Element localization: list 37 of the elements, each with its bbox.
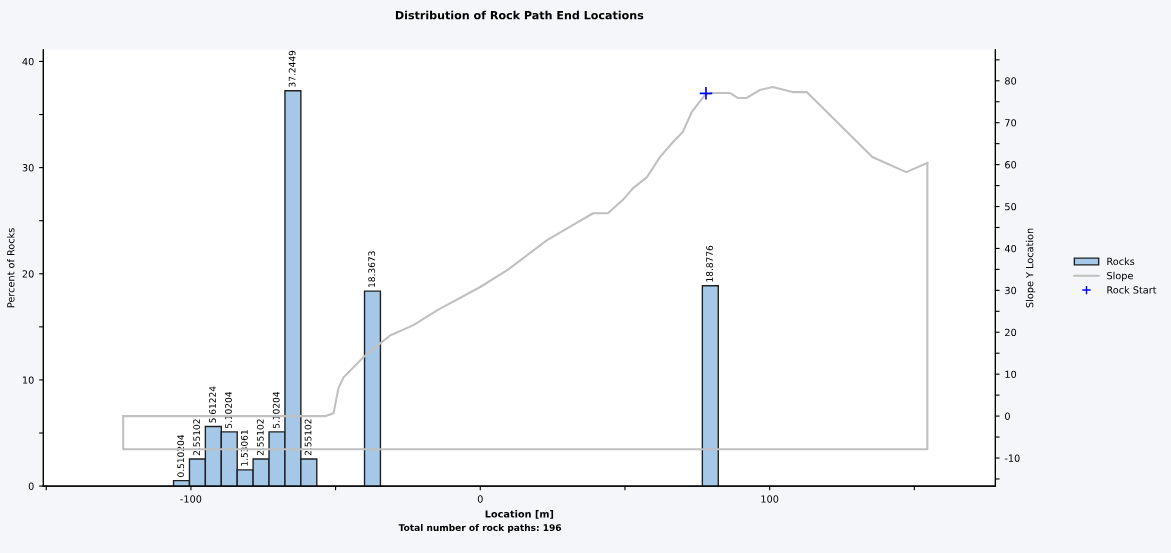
y-tick-label: 30 xyxy=(22,164,34,172)
y2-tick-label: 40 xyxy=(1004,244,1017,253)
text: Total number of rock paths: 196 xyxy=(398,524,562,533)
data-label: 5.61224 xyxy=(209,386,216,423)
y2-tick-label: 80 xyxy=(1005,77,1017,85)
x-tick-label: -100 xyxy=(180,495,202,503)
data-label: 37.2449 xyxy=(288,50,296,87)
data-label: 2.55102 xyxy=(193,419,201,456)
legend-label: Rock Start xyxy=(1107,286,1157,294)
data-label: 0.510204 xyxy=(177,434,185,477)
y-axis-title: Percent of Rocks xyxy=(6,228,15,308)
y-tick-label: 20 xyxy=(22,270,34,278)
legend-label: Slope xyxy=(1107,271,1133,282)
y-tick-label: 40 xyxy=(22,57,34,66)
y2-tick-label: 30 xyxy=(1005,286,1017,295)
y-tick-label: 0 xyxy=(28,482,34,490)
y2-tick-label: 50 xyxy=(1005,203,1017,211)
x-tick-label: 100 xyxy=(761,495,779,503)
chart-title: Distribution of Rock Path End Locations xyxy=(395,10,644,20)
y2-tick-label: 20 xyxy=(1005,328,1017,337)
y-tick-label: 10 xyxy=(23,376,34,384)
legend-label: Rocks xyxy=(1107,257,1135,266)
data-label: 2.55102 xyxy=(256,419,264,456)
y2-tick-label: 10 xyxy=(1005,370,1017,379)
y2-tick-label: -10 xyxy=(1004,454,1020,462)
data-label: 18.3673 xyxy=(368,251,376,287)
data-label: 5.10204 xyxy=(272,391,280,429)
x-axis-title: Location [m] xyxy=(485,510,554,519)
x-tick-label: 0 xyxy=(477,495,483,503)
y2-tick-label: 70 xyxy=(1005,119,1017,127)
data-label: 1.53061 xyxy=(240,430,248,466)
data-label: 5.10204 xyxy=(225,391,232,429)
y2-tick-label: 0 xyxy=(1005,412,1010,420)
data-label: 2.55102 xyxy=(304,419,312,456)
y2-tick-label: 60 xyxy=(1005,161,1017,169)
y2-axis-title: Slope Y Location xyxy=(1025,228,1036,308)
data-label: 18.8776 xyxy=(706,245,713,282)
